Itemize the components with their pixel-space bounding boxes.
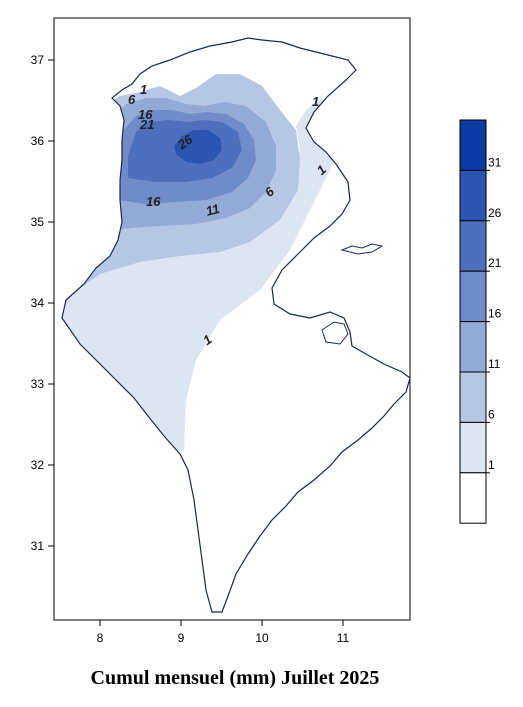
y-tick-label: 37 (31, 53, 45, 67)
legend-swatch (459, 421, 487, 474)
legend-label: 6 (488, 407, 495, 421)
y-tick-label: 33 (31, 377, 45, 391)
legend-swatch (459, 472, 487, 524)
x-axis: 8 9 10 11 (97, 620, 350, 645)
legend-swatch (459, 119, 487, 171)
djerba-island (321, 321, 349, 345)
y-tick-label: 34 (31, 296, 45, 310)
legend-swatch (459, 321, 487, 373)
legend-label: 11 (488, 357, 501, 371)
contour-label: 16 (138, 107, 153, 122)
legend-swatch (459, 220, 487, 272)
contour-label: 1 (312, 94, 319, 109)
contour-label: 6 (128, 92, 136, 107)
x-tick-label: 11 (337, 631, 350, 645)
legend-swatch (459, 270, 487, 323)
legend-label: 21 (488, 256, 502, 270)
legend-label: 16 (488, 307, 502, 321)
y-tick-label: 31 (31, 539, 45, 553)
contour-label: 16 (146, 194, 161, 209)
color-legend: 31 26 21 16 11 6 1 (459, 119, 502, 524)
contour-labels: 1 6 16 21 26 16 11 6 1 1 1 (128, 82, 329, 348)
map-title: Cumul mensuel (mm) Juillet 2025 (90, 667, 380, 689)
x-tick-label: 8 (97, 631, 104, 645)
y-tick-label: 36 (31, 134, 45, 148)
coastline (61, 37, 411, 613)
kerkennah-islands (340, 243, 384, 255)
y-axis: 37 36 35 34 33 32 31 (31, 53, 54, 553)
legend-swatch (459, 371, 487, 423)
x-tick-label: 9 (178, 631, 185, 645)
legend-label: 26 (488, 206, 502, 220)
y-tick-label: 35 (31, 215, 45, 229)
legend-label: 1 (488, 458, 495, 472)
contour-label: 11 (204, 201, 221, 219)
contour-label: 1 (140, 82, 147, 97)
legend-label: 31 (488, 155, 502, 169)
x-tick-label: 10 (255, 631, 269, 645)
y-tick-label: 32 (31, 458, 45, 472)
contour-label: 21 (139, 117, 154, 132)
band-26-31 (174, 130, 222, 164)
legend-swatch (459, 169, 487, 222)
